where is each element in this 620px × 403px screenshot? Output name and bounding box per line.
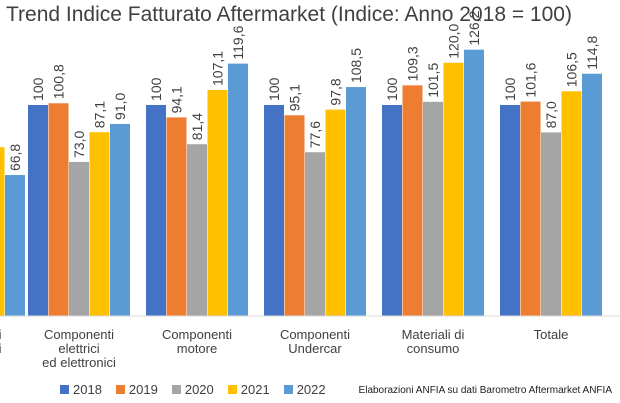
legend-swatch-2022	[283, 385, 293, 394]
value-label-2022-cat-3: 108,5	[348, 48, 364, 83]
value-label-2019-cat-2: 94,1	[169, 86, 185, 113]
value-labels-layer: 100 66,8 100 100,8 73,0 87,191,0 100 94,181,4 10…	[7, 10, 600, 171]
value-label-2021-cat-4: 120,0	[446, 24, 462, 59]
bar-2022-cat-0	[5, 175, 25, 316]
bar-2021-cat-5	[561, 91, 582, 316]
value-label-2020-cat-3: 77,6	[307, 121, 323, 148]
category-label-4: Materiali di consumo	[402, 327, 465, 356]
legend-label-2022: 2022	[296, 382, 326, 397]
bar-2018-cat-5	[500, 104, 520, 316]
category-label-2: Componenti motore	[162, 327, 232, 356]
value-label-2019-cat-1: 100,8	[51, 64, 67, 99]
value-label-2021-cat-3: 97,8	[328, 78, 344, 105]
bar-2019-cat-4	[402, 85, 423, 316]
value-label-2020-cat-2: 81,4	[189, 113, 205, 140]
source-note: Elaborazioni ANFIA su dati Barometro Aft…	[358, 385, 612, 396]
bar-2021-cat-1	[89, 132, 110, 316]
bar-2019-cat-2	[166, 117, 187, 316]
value-label-2020-cat-1: 73,0	[71, 130, 87, 157]
category-label-0: ii	[0, 327, 2, 356]
bar-2018-cat-4	[382, 104, 402, 316]
value-label-2022-cat-4: 126,2	[466, 10, 482, 45]
value-label-2019-cat-5: 101,6	[523, 62, 539, 97]
category-label-3: Componenti Undercar	[280, 327, 350, 356]
bars-layer	[0, 49, 602, 317]
value-label-2021-cat-1: 87,1	[92, 101, 108, 128]
value-label-2022-cat-0: 66,8	[7, 144, 23, 171]
value-label-2022-cat-5: 114,8	[584, 36, 600, 70]
legend-swatch-2019	[115, 385, 125, 394]
bar-2020-cat-3	[305, 152, 325, 316]
bar-2019-cat-3	[284, 115, 305, 316]
legend-item-2022: 2022	[283, 382, 326, 397]
value-label-2019-cat-4: 109,3	[405, 46, 421, 81]
bar-2021-cat-0	[0, 147, 5, 316]
legend: 2018 2019 2020 2021 2022	[60, 382, 326, 397]
legend-swatch-2021	[227, 385, 237, 394]
bar-2018-cat-3	[264, 104, 284, 316]
bar-2020-cat-4	[423, 101, 443, 316]
bar-2021-cat-3	[325, 109, 346, 316]
legend-label-2021: 2021	[240, 382, 270, 397]
value-label-2022-cat-2: 119,6	[230, 25, 246, 59]
bar-2018-cat-2	[146, 104, 166, 316]
bar-2020-cat-5	[541, 132, 561, 316]
bar-2021-cat-4	[443, 62, 464, 316]
bar-2022-cat-1	[110, 123, 130, 316]
value-label-2019-cat-3: 95,1	[287, 84, 303, 111]
legend-swatch-2020	[171, 385, 181, 394]
value-label-2022-cat-1: 91,0	[112, 92, 128, 119]
value-label-2021-cat-2: 107,1	[210, 51, 226, 86]
bar-2020-cat-1	[69, 161, 89, 316]
category-label-5: Totale	[534, 327, 569, 342]
legend-item-2021: 2021	[227, 382, 270, 397]
value-label-2018-cat-3: 100	[266, 77, 282, 101]
legend-item-2020: 2020	[171, 382, 214, 397]
value-label-2018-cat-1: 100	[30, 77, 46, 101]
legend-item-2019: 2019	[115, 382, 158, 397]
bar-2018-cat-1	[28, 104, 48, 316]
bar-2022-cat-4	[464, 49, 484, 316]
bar-2022-cat-3	[346, 87, 366, 316]
bar-2022-cat-2	[228, 63, 248, 317]
value-label-2020-cat-5: 87,0	[543, 101, 559, 128]
bar-2019-cat-1	[48, 103, 69, 316]
bar-2022-cat-5	[582, 73, 602, 316]
value-label-2018-cat-2: 100	[148, 77, 164, 101]
chart-title: Trend Indice Fatturato Aftermarket (Indi…	[6, 3, 572, 26]
bar-2020-cat-2	[187, 144, 207, 316]
value-label-2018-cat-4: 100	[384, 77, 400, 101]
legend-label-2020: 2020	[184, 382, 214, 397]
bar-2019-cat-5	[520, 101, 541, 317]
legend-item-2018: 2018	[60, 382, 102, 397]
value-label-2018-cat-5: 100	[502, 77, 518, 101]
legend-label-2019: 2019	[128, 382, 158, 397]
legend-swatch-2018	[60, 385, 69, 394]
legend-label-2018: 2018	[73, 382, 102, 397]
bar-2021-cat-2	[207, 89, 228, 316]
value-label-2021-cat-5: 106,5	[564, 52, 580, 87]
category-label-1: Componenti elettrici ed elettronici	[42, 327, 116, 370]
value-label-2020-cat-4: 101,5	[425, 63, 441, 98]
